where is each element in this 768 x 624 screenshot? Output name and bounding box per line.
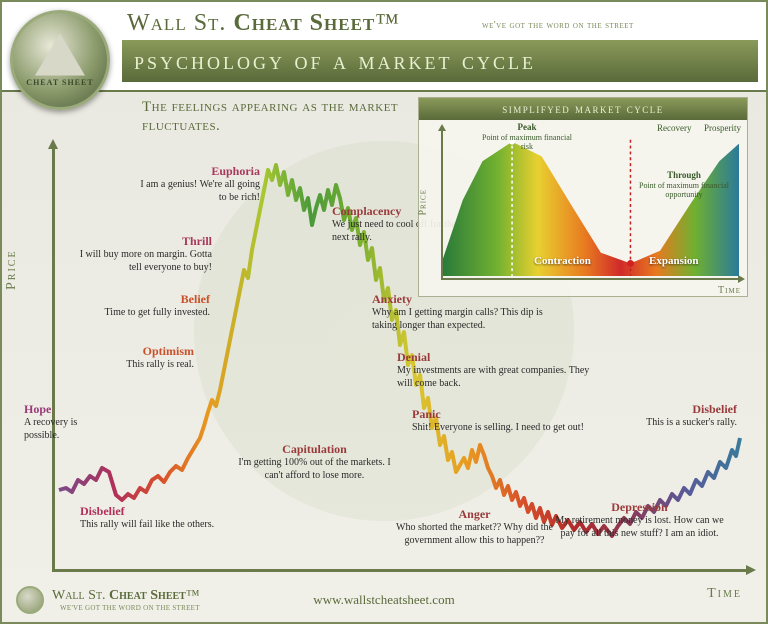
footer: Wall St. Cheat Sheet™ WE'VE GOT THE WORD…	[2, 584, 766, 616]
stage-disbelief1: DisbeliefThis rally will fail like the o…	[80, 504, 250, 532]
footer-tagline: WE'VE GOT THE WORD ON THE STREET	[60, 604, 200, 612]
pyramid-eye-icon	[35, 34, 85, 76]
subtitle: The feelings appearing as the market flu…	[142, 98, 402, 136]
inset-expansion: Expansion	[649, 255, 699, 267]
inset-panel: simplifyed market cycle Price Time Peak …	[418, 97, 748, 297]
footer-brand: Wall St. Cheat Sheet™ WE'VE GOT THE WORD…	[52, 588, 200, 612]
stage-depression: DepressionMy retirement money is lost. H…	[547, 500, 732, 540]
brand-tagline: we've got the word on the street	[482, 20, 634, 31]
inset-through-label: Through Point of maximum financial oppor…	[629, 170, 739, 200]
stage-thrill: ThrillI will buy more on margin. Gotta t…	[74, 234, 212, 274]
inset-recovery: Recovery	[657, 123, 691, 134]
footer-logo	[16, 586, 44, 614]
main-title-bar: psychology of a market cycle	[122, 40, 758, 82]
main-title: psychology of a market cycle	[134, 46, 536, 76]
stage-hope: HopeA recovery is possible.	[24, 402, 114, 442]
brand-name-2: Cheat Sheet	[233, 10, 375, 36]
brand-name-1: Wall St.	[127, 10, 226, 36]
header: CHEAT SHEET Wall St. Cheat Sheet™ we've …	[2, 2, 766, 92]
stage-euphoria: EuphoriaI am a genius! We're all going t…	[132, 164, 260, 204]
stage-optimism: OptimismThis rally is real.	[104, 344, 194, 372]
inset-x-label: Time	[718, 285, 741, 296]
stage-anxiety: AnxietyWhy am I getting margin calls? Th…	[372, 292, 562, 332]
stage-panic: PanicShit! Everyone is selling. I need t…	[412, 407, 622, 435]
brand-title: Wall St. Cheat Sheet™	[127, 10, 400, 37]
inset-contraction: Contraction	[534, 255, 591, 267]
stage-disbelief2: DisbeliefThis is a sucker's rally.	[627, 402, 737, 430]
brand-tm: ™	[375, 10, 400, 36]
inset-x-axis	[441, 278, 739, 280]
stage-capitulation: CapitulationI'm getting 100% out of the …	[232, 442, 397, 482]
stage-anger: AngerWho shorted the market?? Why did th…	[387, 507, 562, 547]
stage-belief: BeliefTime to get fully invested.	[82, 292, 210, 320]
inset-prosperity: Prosperity	[704, 123, 741, 134]
inset-title: simplifyed market cycle	[502, 101, 664, 117]
stage-denial: DenialMy investments are with great comp…	[397, 350, 592, 390]
infographic-container: CHEAT SHEET Wall St. Cheat Sheet™ we've …	[0, 0, 768, 624]
inset-chart: Price Time Peak Point of maximum financi…	[419, 120, 747, 298]
inset-y-label: Price	[418, 189, 429, 216]
inset-title-bar: simplifyed market cycle	[419, 98, 747, 120]
inset-peak-label: Peak Point of maximum financial risk	[477, 122, 577, 152]
brand-logo: CHEAT SHEET	[10, 10, 110, 110]
logo-ribbon-text: CHEAT SHEET	[26, 78, 93, 87]
logo-seal: CHEAT SHEET	[10, 10, 110, 110]
y-axis-label: Price	[4, 249, 20, 290]
footer-url: www.wallstcheatsheet.com	[313, 592, 454, 608]
